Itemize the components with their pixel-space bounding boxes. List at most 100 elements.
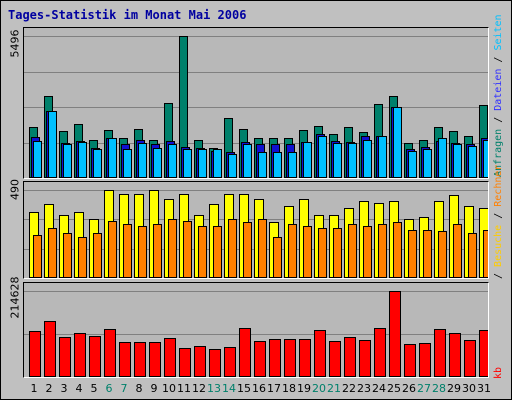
chart-title: Tages-Statistik im Monat Mai 2006 <box>8 8 247 22</box>
kb-bar-day-16 <box>254 341 266 377</box>
rechner-bar-day-5 <box>93 233 102 278</box>
rechner-bar-day-21 <box>333 228 342 278</box>
kb-bar-day-27 <box>419 343 431 377</box>
seiten-bar-day-5 <box>93 149 102 178</box>
day-label-3: 3 <box>60 382 68 395</box>
day-label-28: 28 <box>432 382 446 395</box>
seiten-bar-day-20 <box>318 136 327 178</box>
seiten-bar-day-16 <box>258 152 267 178</box>
kb-panel <box>23 282 489 378</box>
legend-part-0: / <box>493 266 504 279</box>
seiten-bar-day-27 <box>423 149 432 178</box>
day-label-15: 15 <box>237 382 251 395</box>
day-label-30: 30 <box>462 382 476 395</box>
day-label-23: 23 <box>357 382 371 395</box>
kb-bar-day-24 <box>374 328 386 377</box>
kb-bar-day-11 <box>179 348 191 377</box>
seiten-bar-day-17 <box>273 152 282 178</box>
rechner-bar-day-12 <box>198 226 207 278</box>
legend-part-3: / <box>493 50 504 69</box>
kb-bar-day-20 <box>314 330 326 377</box>
kb-bar-day-4 <box>74 333 86 377</box>
kb-bar-day-5 <box>89 336 101 377</box>
day-label-31: 31 <box>477 382 491 395</box>
seiten-bar-day-1 <box>33 141 42 178</box>
kb-bar-day-19 <box>299 339 311 377</box>
day-label-6: 6 <box>105 382 113 395</box>
day-label-17: 17 <box>267 382 281 395</box>
day-label-2: 2 <box>45 382 53 395</box>
day-label-1: 1 <box>30 382 38 395</box>
legend-part-2: / <box>493 206 504 225</box>
rechner-bar-day-9 <box>153 224 162 278</box>
rechner-bar-day-3 <box>63 233 72 278</box>
kb-bar-day-30 <box>464 340 476 377</box>
rechner-bar-day-20 <box>318 228 327 278</box>
day-label-18: 18 <box>282 382 296 395</box>
kb-bar-day-10 <box>164 338 176 377</box>
seiten-bar-day-10 <box>168 144 177 178</box>
day-label-14: 14 <box>222 382 236 395</box>
rechner-bar-day-4 <box>78 237 87 278</box>
day-label-7: 7 <box>120 382 128 395</box>
seiten-bar-day-30 <box>468 146 477 178</box>
rechner-bar-day-22 <box>348 224 357 278</box>
day-label-9: 9 <box>150 382 158 395</box>
rechner-bar-day-7 <box>123 224 132 278</box>
rechner-bar-day-2 <box>48 228 57 278</box>
kb-bar-day-25 <box>389 291 401 377</box>
seiten-bar-day-18 <box>288 152 297 178</box>
legend-requests-files-pages: Anfragen / Dateien / Seiten <box>493 14 504 177</box>
rechner-bar-day-11 <box>183 221 192 278</box>
day-label-29: 29 <box>447 382 461 395</box>
seiten-bar-day-9 <box>153 148 162 178</box>
kb-bar-day-1 <box>29 331 41 377</box>
day-label-24: 24 <box>372 382 386 395</box>
rechner-bar-day-24 <box>378 224 387 278</box>
kb-bar-day-9 <box>149 342 161 377</box>
day-label-20: 20 <box>312 382 326 395</box>
kb-bar-day-17 <box>269 339 281 377</box>
day-axis: 1 2 3 4 5 6 7 8 9 10 11 12 13 14 15 16 17 18 19 20 21 22 23 24 2… <box>23 382 492 396</box>
seiten-bar-day-8 <box>138 143 147 178</box>
requests-plot <box>24 36 488 178</box>
rechner-bar-day-25 <box>393 222 402 278</box>
rechner-bar-day-8 <box>138 226 147 278</box>
legend-part-2: Dateien <box>493 68 504 111</box>
legend-part-1: / <box>493 110 504 129</box>
seiten-bar-day-19 <box>303 142 312 178</box>
seiten-bar-day-15 <box>243 144 252 178</box>
legend-visits-sites: / Besuche / Rechner <box>493 165 504 279</box>
seiten-bar-day-24 <box>378 136 387 178</box>
rechner-bar-day-17 <box>273 237 282 278</box>
seiten-bar-day-13 <box>213 149 222 178</box>
kb-bar-day-21 <box>329 341 341 377</box>
visits-plot <box>24 190 488 278</box>
seiten-bar-day-3 <box>63 144 72 178</box>
day-label-5: 5 <box>90 382 98 395</box>
rechner-bar-day-27 <box>423 230 432 278</box>
seiten-bar-day-25 <box>393 107 402 178</box>
rechner-bar-day-26 <box>408 230 417 278</box>
rechner-bar-day-6 <box>108 221 117 278</box>
rechner-bar-day-18 <box>288 224 297 278</box>
legend-kb: kb <box>493 367 504 379</box>
seiten-bar-day-29 <box>453 144 462 178</box>
requests-max-label: 5496 <box>8 29 22 58</box>
kb-bar-day-31 <box>479 330 488 377</box>
rechner-bar-day-19 <box>303 226 312 278</box>
kb-bar-day-22 <box>344 337 356 377</box>
seiten-bar-day-28 <box>438 138 447 178</box>
day-label-8: 8 <box>135 382 143 395</box>
day-label-19: 19 <box>297 382 311 395</box>
seiten-bar-day-21 <box>333 143 342 178</box>
requests-panel <box>23 27 489 179</box>
kb-bar-day-2 <box>44 321 56 377</box>
seiten-bar-day-14 <box>228 154 237 178</box>
seiten-bar-day-22 <box>348 143 357 178</box>
day-label-10: 10 <box>162 382 176 395</box>
day-label-22: 22 <box>342 382 356 395</box>
rechner-bar-day-31 <box>483 230 488 278</box>
kb-bar-day-18 <box>284 339 296 377</box>
